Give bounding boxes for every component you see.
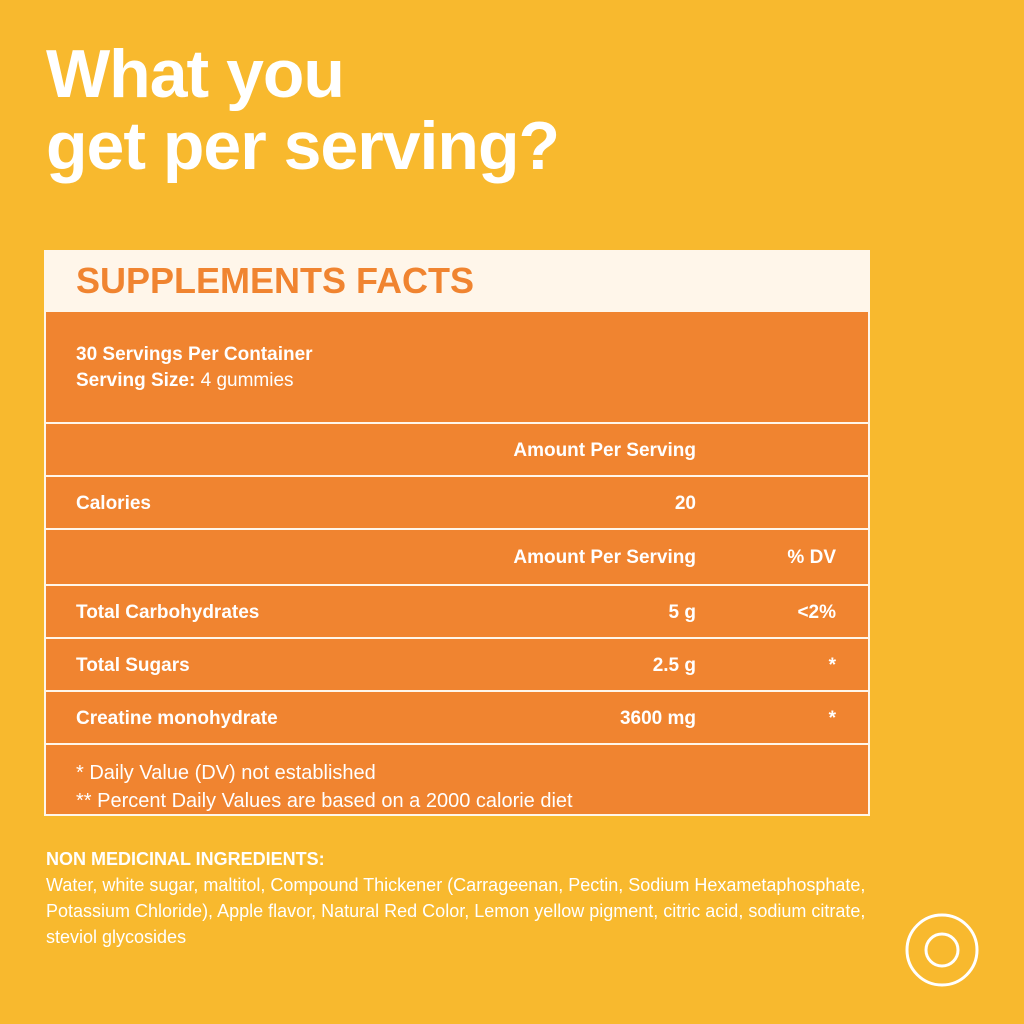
ingredients-text: Water, white sugar, maltitol, Compound T… (46, 875, 866, 947)
nutrient-dv: * (828, 655, 836, 676)
nutrient-name: Creatine monohydrate (76, 708, 278, 729)
amount-header: Amount Per Serving (513, 440, 696, 461)
dv-header: % DV (787, 547, 836, 568)
servings-info: 30 Servings Per Container Serving Size: … (46, 312, 868, 424)
nutrient-dv: <2% (797, 602, 836, 623)
circle-logo-icon (905, 913, 979, 987)
nutrient-row: Creatine monohydrate 3600 mg * (46, 692, 868, 745)
nutrient-row: Total Sugars 2.5 g * (46, 639, 868, 692)
serving-size-value: 4 gummies (200, 370, 294, 391)
calories-row: Calories 20 (46, 477, 868, 530)
facts-title: SUPPLEMENTS FACTS (46, 252, 868, 312)
supplement-facts-panel: SUPPLEMENTS FACTS 30 Servings Per Contai… (44, 250, 870, 816)
amount-header-row: Amount Per Serving (46, 424, 868, 477)
nutrient-name: Total Carbohydrates (76, 602, 260, 623)
nutrient-amount: 2.5 g (652, 655, 696, 676)
servings-per-container: 30 Servings Per Container (76, 344, 313, 365)
headline-line-2: get per serving? (46, 108, 560, 184)
nutrient-dv: * (828, 708, 836, 729)
nutrient-amount: 5 g (668, 602, 696, 623)
amount-header-2: Amount Per Serving (513, 547, 696, 568)
headline: What you get per serving? (46, 36, 560, 184)
footnote-1: * Daily Value (DV) not established (76, 762, 376, 784)
ingredients-block: NON MEDICINAL INGREDIENTS: Water, white … (46, 846, 906, 950)
ingredients-title: NON MEDICINAL INGREDIENTS: (46, 849, 325, 869)
serving-size-label: Serving Size: (76, 370, 196, 391)
headline-line-1: What you (46, 36, 345, 112)
dv-header-row: Amount Per Serving % DV (46, 530, 868, 586)
nutrient-amount: 3600 mg (619, 708, 696, 729)
footnote-2: ** Percent Daily Values are based on a 2… (76, 790, 573, 812)
nutrient-row: Total Carbohydrates 5 g <2% (46, 586, 868, 639)
nutrient-name: Total Sugars (76, 655, 190, 676)
footnotes: * Daily Value (DV) not established ** Pe… (46, 745, 868, 815)
calories-label: Calories (76, 493, 151, 514)
calories-value: 20 (674, 493, 696, 514)
